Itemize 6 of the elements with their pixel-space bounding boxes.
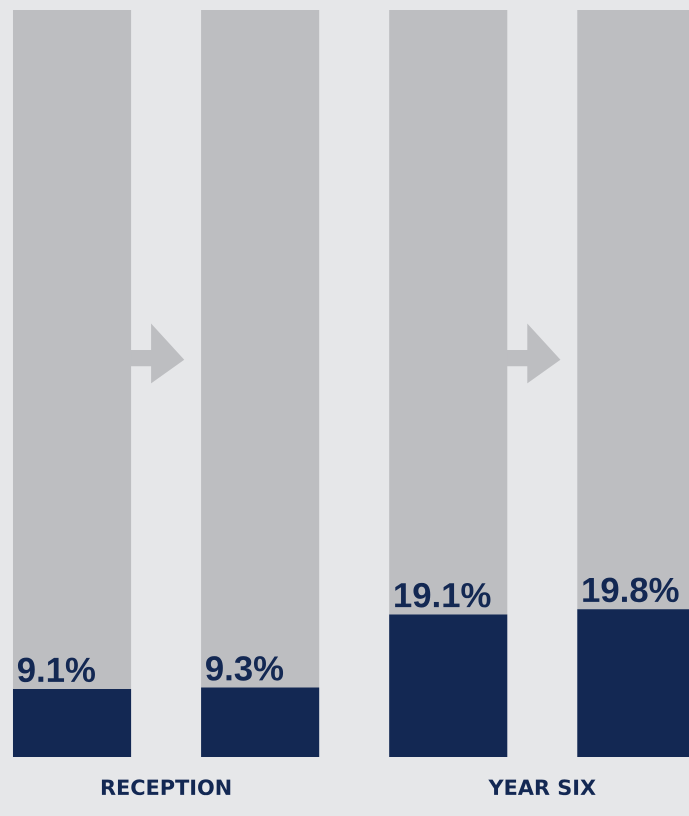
data-label: 9.3% (206, 656, 284, 681)
data-label: 9.1% (18, 658, 95, 682)
text: YEAR SIX (488, 779, 596, 796)
data-label: 19.1% (395, 582, 490, 608)
data-label: 19.8% (583, 578, 679, 602)
text: RECEPTION (102, 779, 230, 796)
